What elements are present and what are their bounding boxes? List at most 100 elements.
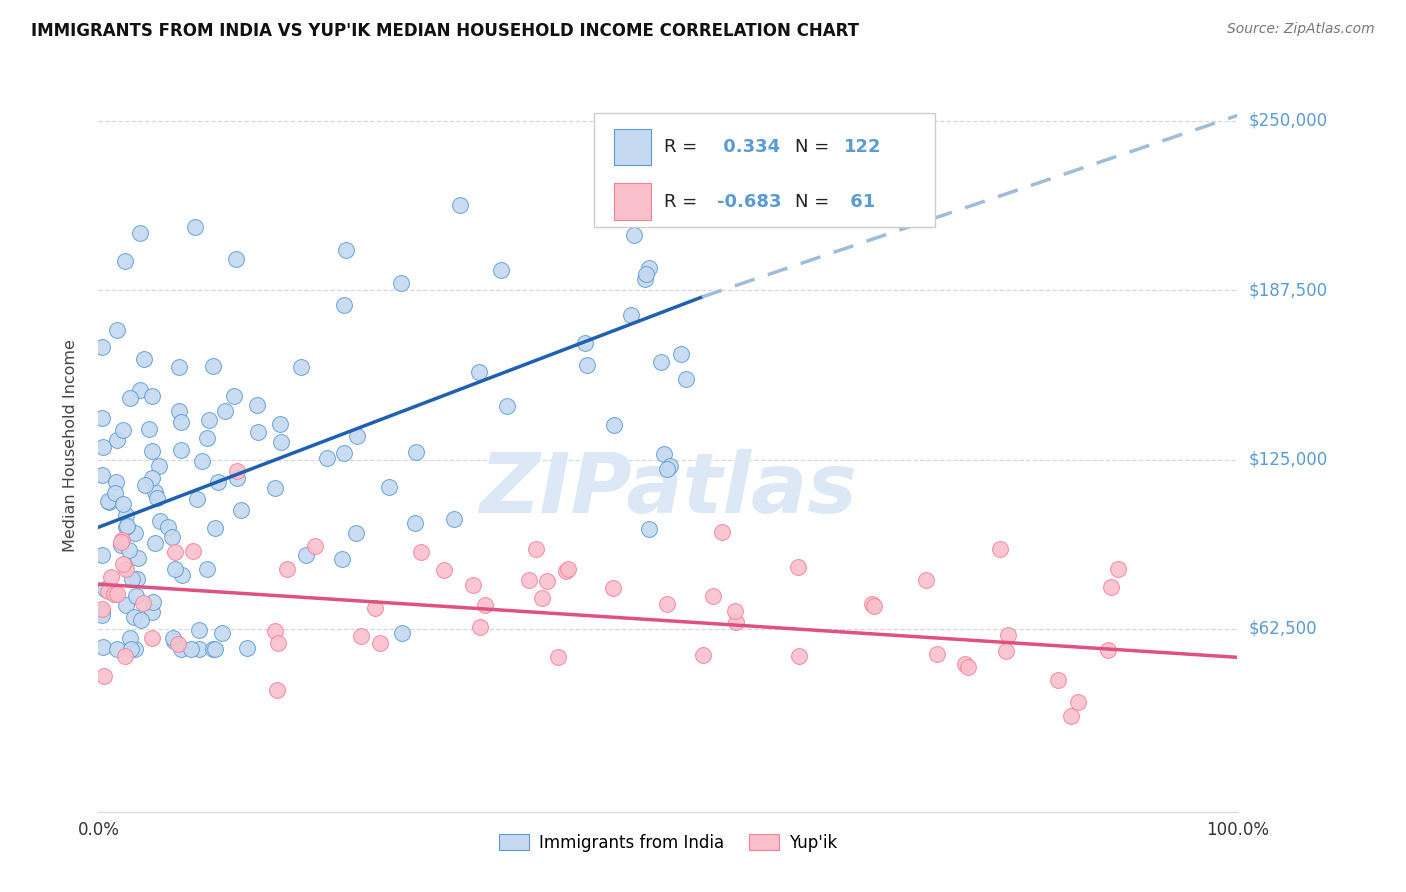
Point	[110, 534, 132, 549]
Point	[603, 417, 626, 432]
Point	[226, 470, 249, 484]
Text: R =: R =	[665, 138, 703, 156]
Point	[170, 443, 193, 458]
Point	[1101, 580, 1123, 594]
Text: R =: R =	[665, 193, 703, 211]
Point	[115, 562, 138, 576]
Point	[409, 545, 432, 559]
Point	[316, 451, 339, 466]
Point	[148, 458, 170, 473]
Point	[202, 642, 225, 657]
Point	[290, 360, 312, 375]
Point	[120, 631, 142, 645]
Point	[332, 446, 354, 460]
Point	[264, 624, 287, 639]
Point	[863, 599, 886, 613]
Text: 61: 61	[845, 193, 876, 211]
Point	[114, 649, 136, 664]
Point	[114, 520, 136, 534]
Point	[787, 560, 810, 574]
Text: ZIPatlas: ZIPatlas	[479, 450, 856, 531]
Point	[725, 615, 748, 629]
Point	[433, 563, 456, 577]
Point	[111, 423, 134, 437]
Point	[378, 480, 401, 494]
Point	[517, 573, 540, 587]
Point	[91, 640, 114, 655]
Point	[125, 589, 148, 603]
Point	[104, 486, 127, 500]
Point	[267, 636, 290, 650]
Point	[710, 524, 733, 539]
Point	[634, 271, 657, 285]
Point	[156, 519, 179, 533]
Point	[787, 648, 810, 663]
Point	[1097, 643, 1119, 657]
Text: $250,000: $250,000	[1249, 112, 1327, 130]
Point	[638, 522, 661, 536]
Point	[723, 604, 745, 618]
Text: Source: ZipAtlas.com: Source: ZipAtlas.com	[1227, 22, 1375, 37]
Point	[114, 508, 136, 523]
Point	[332, 552, 354, 566]
Point	[111, 496, 134, 510]
Point	[530, 591, 553, 605]
Point	[652, 447, 675, 461]
Point	[128, 383, 150, 397]
Point	[115, 598, 138, 612]
Text: $62,500: $62,500	[1249, 620, 1317, 638]
Point	[994, 644, 1017, 658]
Point	[195, 431, 218, 445]
Point	[167, 360, 190, 375]
Point	[132, 596, 155, 610]
Point	[925, 648, 948, 662]
Point	[90, 607, 112, 622]
Point	[443, 512, 465, 526]
Point	[405, 445, 427, 459]
Point	[141, 605, 163, 619]
Point	[172, 568, 194, 582]
Point	[1046, 673, 1069, 688]
Text: N =: N =	[796, 138, 835, 156]
Point	[461, 578, 484, 592]
Point	[692, 648, 714, 663]
Point	[391, 626, 413, 640]
Point	[957, 660, 980, 674]
Point	[93, 668, 115, 682]
Point	[634, 267, 657, 281]
Point	[134, 478, 156, 492]
Point	[335, 244, 357, 258]
Point	[204, 521, 226, 535]
Point	[276, 561, 298, 575]
Point	[225, 252, 247, 266]
Point	[180, 642, 202, 657]
Point	[111, 557, 134, 571]
Point	[145, 491, 167, 505]
Point	[127, 551, 149, 566]
Point	[264, 481, 287, 495]
Point	[141, 389, 163, 403]
Point	[988, 542, 1011, 557]
Text: 0.334: 0.334	[717, 138, 780, 156]
Point	[181, 544, 204, 558]
Point	[536, 574, 558, 588]
Y-axis label: Median Household Income: Median Household Income	[63, 340, 77, 552]
Point	[214, 404, 236, 418]
Point	[526, 542, 548, 557]
Point	[149, 514, 172, 528]
Point	[623, 227, 645, 242]
Point	[190, 454, 212, 468]
Point	[114, 253, 136, 268]
Point	[1107, 562, 1129, 576]
Point	[90, 602, 112, 616]
Point	[368, 636, 391, 650]
Point	[115, 519, 138, 533]
Point	[90, 411, 112, 425]
Point	[576, 358, 599, 372]
Point	[141, 443, 163, 458]
Point	[111, 533, 134, 547]
Point	[247, 425, 270, 439]
Point	[170, 642, 193, 657]
Point	[574, 335, 596, 350]
Point	[222, 389, 245, 403]
